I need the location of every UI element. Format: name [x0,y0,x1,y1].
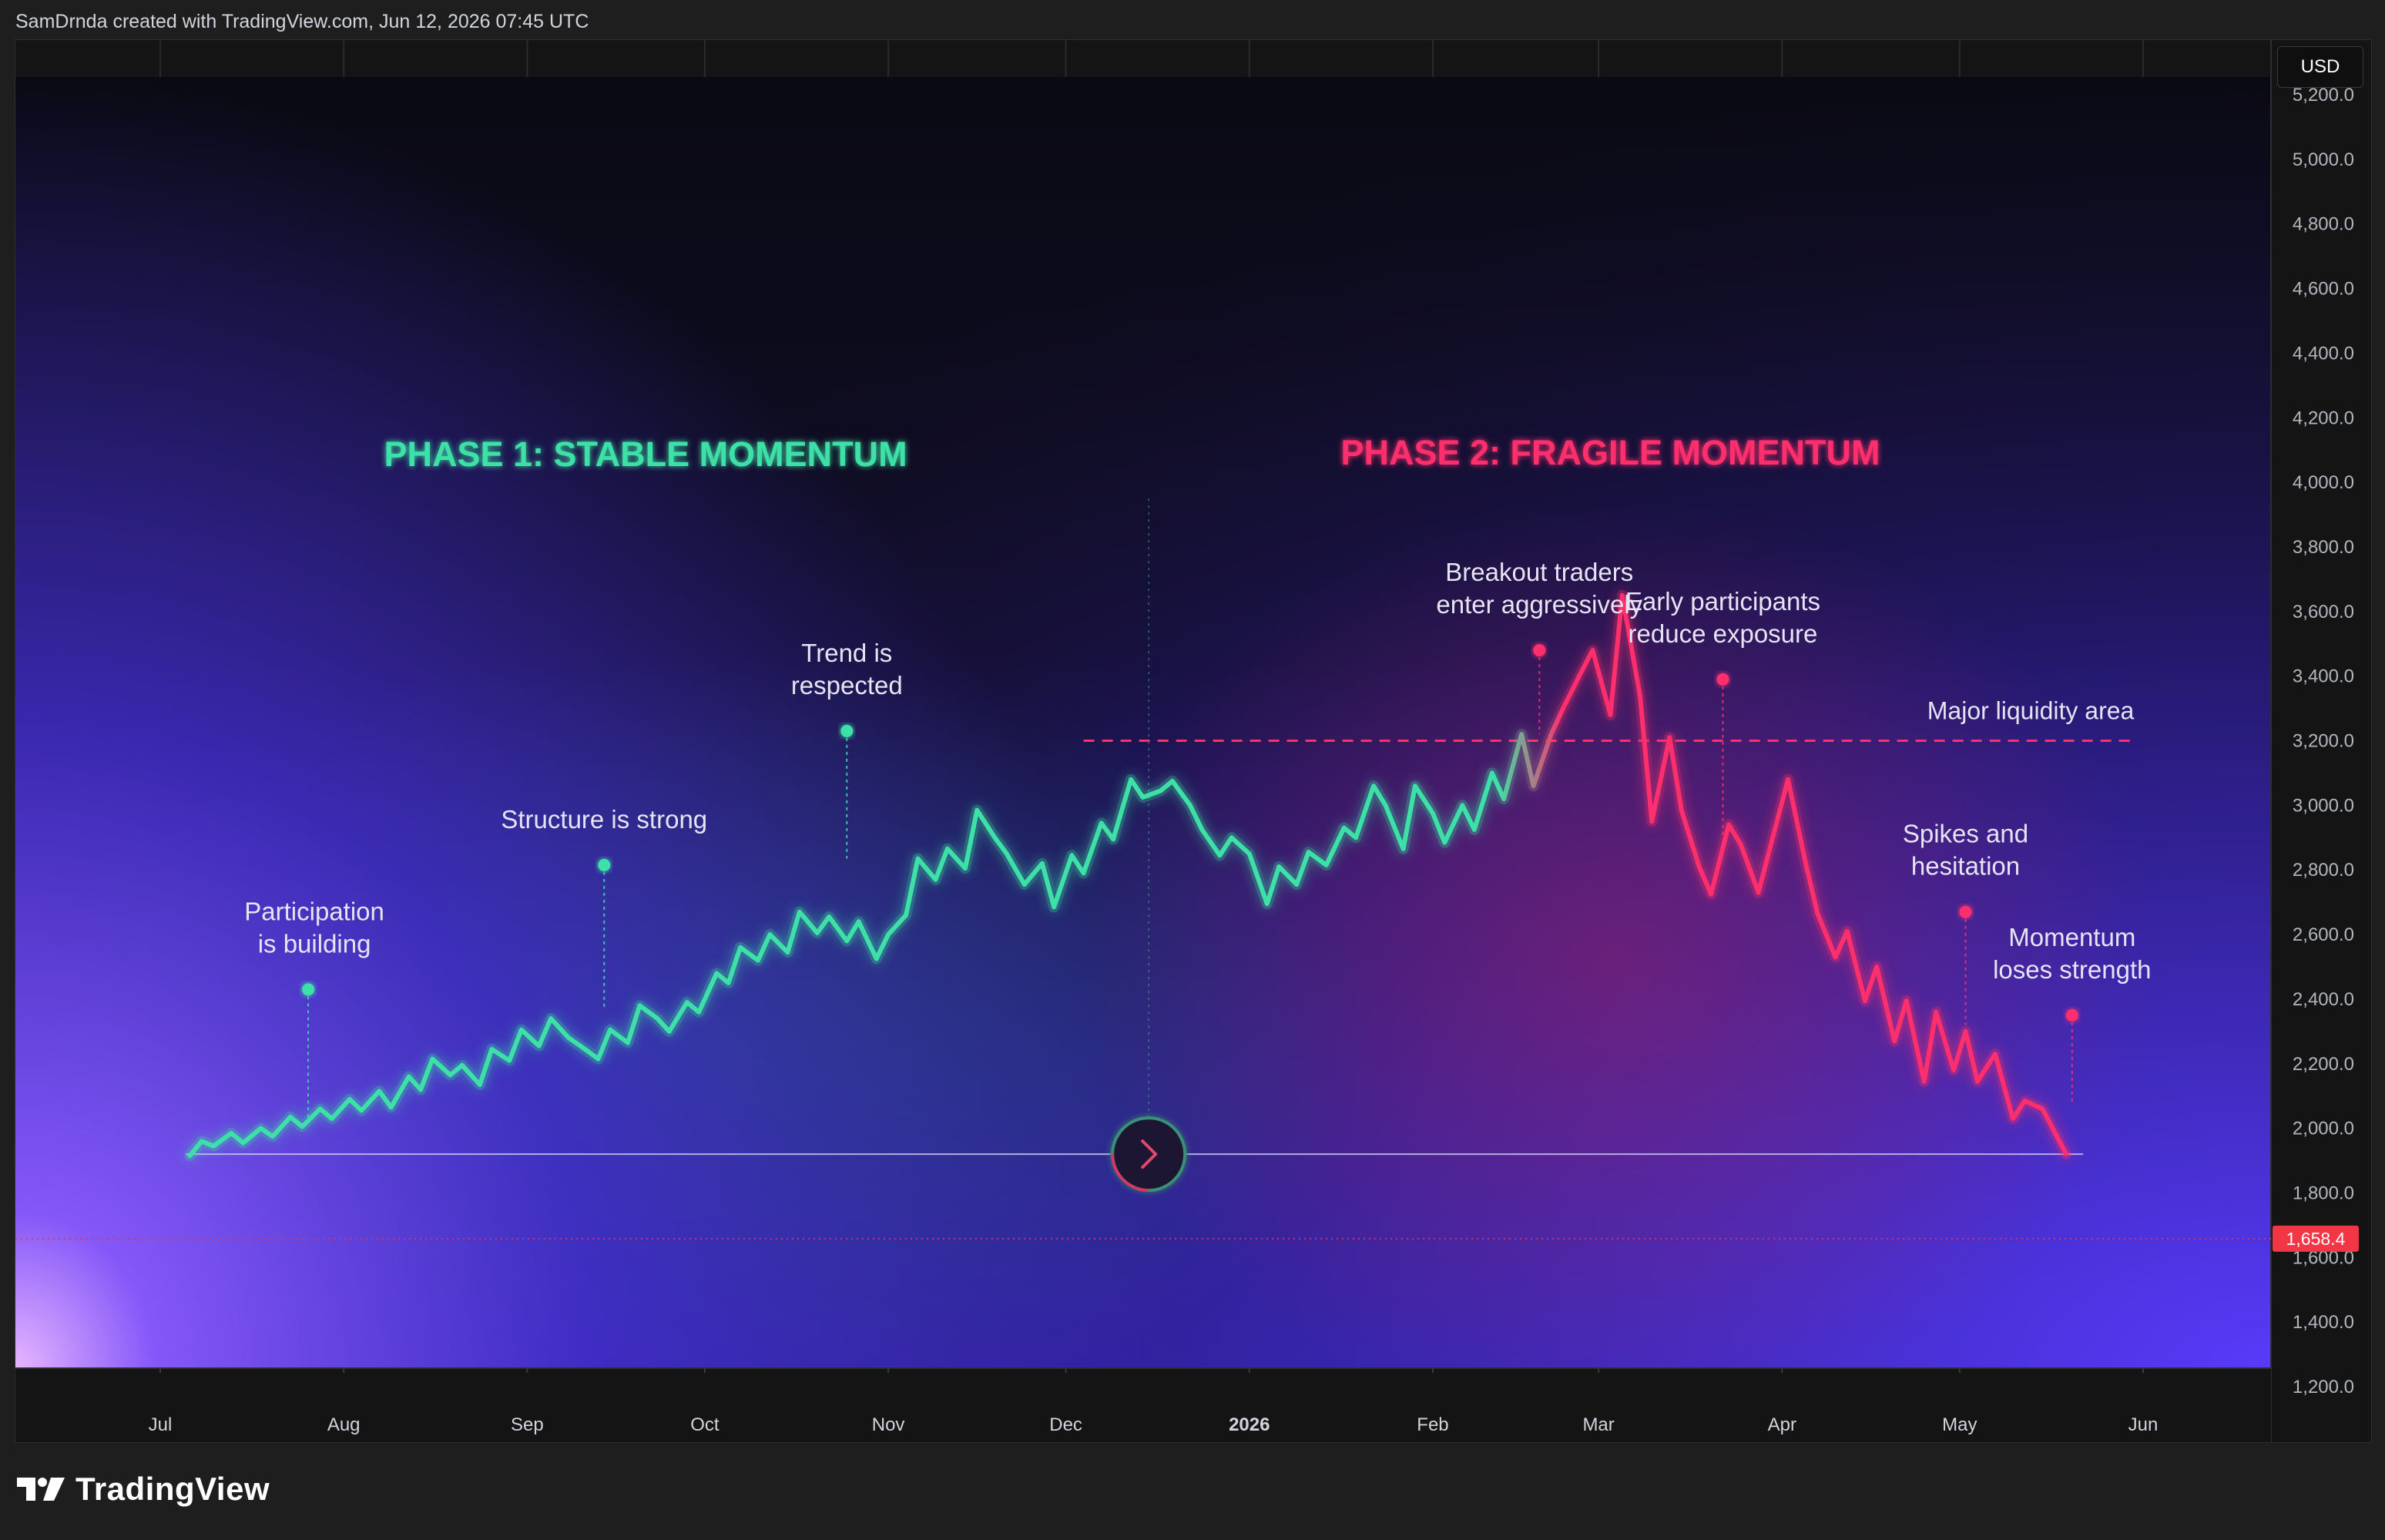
annotation-6: Spikes and hesitation [1903,820,2028,1025]
last-price-label: 1,658.4 [2286,1229,2346,1249]
time-axis-panel [15,1368,2271,1442]
y-tick-label: 4,400.0 [2293,343,2354,364]
annotation-2: Structure is strong [501,805,707,1009]
annotation-text: Momentum [2008,923,2135,951]
annotation-dot [2065,1008,2078,1022]
vertical-gridlines [159,40,2144,77]
phase-transition-arrow-icon [1111,1116,1187,1193]
x-tick-label: Aug [327,1414,361,1435]
annotations: Participation is building Structure is str… [244,558,2152,1122]
annotation-text: Breakout traders [1445,558,1633,586]
x-tick-label: Nov [872,1414,905,1435]
y-tick-label: 5,200.0 [2293,85,2354,106]
y-tick-label: 2,200.0 [2293,1054,2354,1075]
annotation-3: Trend is respected [791,639,903,859]
x-tick-label: 2026 [1229,1414,1270,1435]
phase-2-label: PHASE 2: FRAGILE MOMENTUM [1340,433,1880,472]
x-tick-label: Mar [1582,1414,1614,1435]
y-tick-label: 3,400.0 [2293,666,2354,687]
annotation-dot [1533,644,1546,657]
annotation-text: respected [791,671,903,700]
price-series [184,589,2072,1162]
y-tick-label: 3,200.0 [2293,731,2354,752]
annotation-text: hesitation [1911,852,2020,881]
x-tick-label: Jun [2128,1414,2159,1435]
y-tick-label: 5,000.0 [2293,149,2354,170]
y-tick-label: 2,000.0 [2293,1119,2354,1139]
x-tick-label: Oct [690,1414,720,1435]
annotation-text: Participation [244,897,384,925]
x-tick-label: Jul [149,1414,173,1435]
x-tick-label: Feb [1417,1414,1448,1435]
y-tick-label: 3,600.0 [2293,602,2354,622]
annotation-dot [1716,673,1729,686]
annotation-5: Early participants reduce exposure [1625,587,1820,838]
top-strip [15,40,2271,77]
last-price-tag: 1,658.4 [2273,1225,2359,1252]
annotation-text: enter aggressively [1436,590,1642,619]
y-tick-label: 1,800.0 [2293,1183,2354,1203]
annotation-4: Breakout traders enter aggressively [1436,558,1643,735]
y-tick-label: 4,600.0 [2293,279,2354,300]
annotation-text: Trend is [801,639,892,667]
annotation-text: Spikes and [1903,820,2028,848]
y-tick-label: 1,200.0 [2293,1377,2354,1397]
annotation-7: Momentum loses strength [1993,923,2152,1103]
y-tick-label: 2,800.0 [2293,860,2354,881]
y-tick-label: 3,800.0 [2293,537,2354,558]
price-line [187,592,2069,1159]
currency-label: USD [2300,56,2340,77]
annotation-1: Participation is building [244,897,384,1122]
y-tick-label: 3,000.0 [2293,795,2354,816]
tradingview-logo-icon [17,1478,65,1501]
y-tick-label: 4,000.0 [2293,472,2354,493]
annotation-dot [1959,905,1972,918]
time-axis[interactable]: Jul Aug Sep Oct Nov Dec 2026 Feb Mar Apr May Jun [149,1368,2159,1435]
y-tick-label: 1,400.0 [2293,1312,2354,1333]
tradingview-logo[interactable]: TradingView [17,1470,270,1508]
liquidity-label: Major liquidity area [1927,697,2135,725]
x-tick-label: Sep [511,1414,544,1435]
phase-labels: PHASE 1: STABLE MOMENTUM PHASE 2: FRAGILE… [384,433,1880,474]
annotation-text: Structure is strong [501,805,707,834]
annotation-text: loses strength [1993,955,2151,984]
chart-overlays: Major liquidity area [15,498,2271,1240]
phase-1-label: PHASE 1: STABLE MOMENTUM [384,434,907,474]
tradingview-wordmark: TradingView [75,1471,270,1507]
annotation-dot [302,983,315,996]
y-tick-label: 2,400.0 [2293,989,2354,1010]
y-tick-label: 4,200.0 [2293,408,2354,428]
x-tick-label: May [1942,1414,1977,1435]
annotation-text: is building [258,929,371,958]
y-tick-label: 4,800.0 [2293,214,2354,235]
price-axis-panel [2271,40,2371,1442]
y-tick-label: 2,600.0 [2293,924,2354,945]
chart-credit: SamDrnda created with TradingView.com, J… [15,11,589,32]
currency-selector[interactable]: USD [2277,46,2363,88]
annotation-dot [598,858,611,871]
x-tick-label: Apr [1768,1414,1796,1435]
plot-background [0,77,2271,1425]
annotation-text: reduce exposure [1629,619,1818,648]
price-axis[interactable]: 5,200.0 5,000.0 4,800.0 4,600.0 4,400.0 4,200… [2293,85,2354,1397]
annotation-dot [840,724,854,737]
annotation-text: Early participants [1625,587,1820,616]
x-tick-label: Dec [1049,1414,1082,1435]
